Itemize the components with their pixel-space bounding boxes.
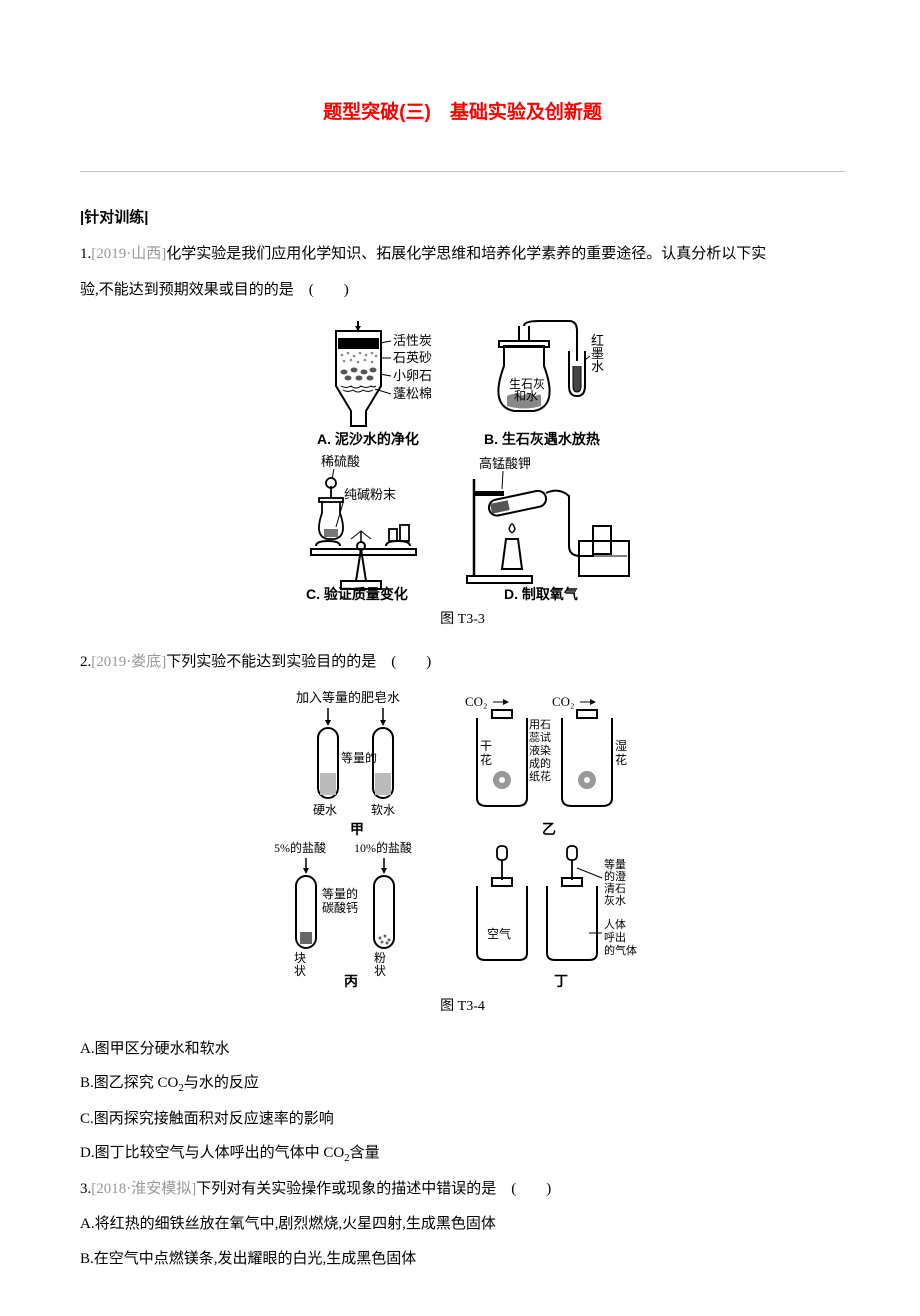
q2-year: [2019·娄底] (91, 654, 166, 670)
section-label: |针对训练| (80, 200, 845, 236)
q2-prefix: 2. (80, 654, 91, 670)
svg-text:丙: 丙 (344, 973, 358, 988)
svg-text:粉: 粉 (374, 951, 386, 965)
svg-text:蕊试: 蕊试 (529, 731, 551, 744)
svg-text:的澄: 的澄 (604, 869, 626, 883)
question-3: 3.[2018·淮安模拟]下列对有关实验操作或现象的描述中错误的是 ( ) (80, 1171, 845, 1207)
svg-text:稀硫酸: 稀硫酸 (321, 454, 360, 469)
svg-text:花: 花 (615, 752, 627, 767)
fig-d-svg: 高锰酸钾 D. 制取氧气 (459, 451, 639, 601)
svg-text:乙: 乙 (542, 821, 556, 837)
fig-ding-svg: 等量 的澄 清石 灰水 空气 人体 呼出 的气体 丁 (459, 838, 659, 988)
svg-text:用石: 用石 (529, 719, 551, 731)
fig-c-svg: 稀硫酸 纯碱粉末 C. 验证质量变化 (286, 451, 436, 601)
figure-t3-4: 加入等量的肥皂水 等量的 硬水 软水 甲 CO₂ CO₂ (80, 688, 845, 1024)
q3-prefix: 3. (80, 1181, 91, 1197)
q2-option-b: B.图乙探究 CO2与水的反应 (80, 1066, 845, 1101)
page-title: 题型突破(三) 基础实验及创新题 (80, 90, 845, 136)
svg-text:和水: 和水 (514, 389, 538, 403)
svg-text:硬水: 硬水 (313, 803, 337, 817)
question-1: 1.[2019·山西]化学实验是我们应用化学知识、拓展化学思维和培养化学素养的重… (80, 236, 845, 272)
svg-text:状: 状 (294, 964, 306, 978)
svg-text:A. 泥沙水的净化: A. 泥沙水的净化 (317, 431, 419, 447)
fig-t3-4-caption: 图 T3-4 (80, 990, 845, 1024)
svg-text:C. 验证质量变化: C. 验证质量变化 (306, 586, 408, 601)
svg-text:软水: 软水 (371, 803, 395, 817)
svg-text:活性炭: 活性炭 (393, 333, 432, 348)
svg-text:纸花: 纸花 (529, 770, 551, 783)
svg-text:甲: 甲 (350, 821, 364, 837)
svg-text:丁: 丁 (554, 973, 568, 988)
svg-text:干: 干 (480, 739, 492, 753)
q1-text-a: 化学实验是我们应用化学知识、拓展化学思维和培养化学素养的重要途径。认真分析以下实 (166, 246, 766, 262)
svg-text:蓬松棉: 蓬松棉 (393, 386, 432, 401)
svg-text:清石: 清石 (604, 882, 626, 895)
svg-text:10%的盐酸: 10%的盐酸 (354, 840, 412, 855)
svg-text:湿: 湿 (615, 738, 627, 753)
fig-b-svg: 红 墨 水 生石灰 和水 B. 生石灰遇水放热 (469, 316, 629, 451)
q1-text-b: 验,不能达到预期效果或目的的是 ( ) (80, 272, 845, 308)
q1-prefix: 1. (80, 246, 91, 262)
svg-text:等量的: 等量的 (341, 750, 377, 765)
fig-a-svg: 活性炭 石英砂 小卵石 蓬松棉 A. 泥沙水的净化 (296, 316, 446, 451)
svg-text:纯碱粉末: 纯碱粉末 (344, 487, 396, 502)
q2-text: 下列实验不能达到实验目的的是 ( ) (166, 654, 431, 670)
q2-option-d: D.图丁比较空气与人体呼出的气体中 CO2含量 (80, 1136, 845, 1171)
q3-text: 下列对有关实验操作或现象的描述中错误的是 ( ) (196, 1181, 551, 1197)
svg-text:水: 水 (591, 359, 604, 374)
svg-text:成的: 成的 (529, 756, 551, 770)
svg-text:人体: 人体 (604, 917, 626, 931)
svg-text:CO₂: CO₂ (552, 694, 575, 709)
svg-text:空气: 空气 (487, 926, 511, 941)
svg-text:等量的: 等量的 (322, 886, 358, 901)
figure-t3-3: 活性炭 石英砂 小卵石 蓬松棉 A. 泥沙水的净化 红 墨 (80, 316, 845, 637)
svg-text:高锰酸钾: 高锰酸钾 (479, 456, 531, 471)
svg-text:花: 花 (480, 752, 492, 767)
svg-text:石英砂: 石英砂 (393, 350, 432, 365)
svg-text:加入等量的肥皂水: 加入等量的肥皂水 (296, 690, 400, 705)
question-2: 2.[2019·娄底]下列实验不能达到实验目的的是 ( ) (80, 644, 845, 680)
svg-text:D. 制取氧气: D. 制取氧气 (504, 586, 578, 601)
fig-yi-svg: CO₂ CO₂ 干 花 湿 花 用石 蕊试 液染 成的 纸花 (457, 688, 647, 838)
svg-text:碳酸钙: 碳酸钙 (322, 900, 358, 915)
svg-text:等量: 等量 (604, 857, 626, 871)
svg-text:呼出: 呼出 (604, 930, 626, 944)
svg-text:5%的盐酸: 5%的盐酸 (274, 840, 326, 855)
title-text: 题型突破(三) 基础实验及创新题 (323, 102, 602, 123)
svg-text:小卵石: 小卵石 (393, 368, 432, 383)
q1-year: [2019·山西] (91, 246, 166, 262)
svg-text:CO₂: CO₂ (465, 694, 488, 709)
q2-option-a: A.图甲区分硬水和软水 (80, 1032, 845, 1067)
q3-year: [2018·淮安模拟] (91, 1181, 196, 1197)
fig-t3-3-caption: 图 T3-3 (80, 603, 845, 637)
svg-text:B. 生石灰遇水放热: B. 生石灰遇水放热 (484, 431, 600, 447)
q3-option-b: B.在空气中点燃镁条,发出耀眼的白光,生成黑色固体 (80, 1242, 845, 1277)
svg-text:块: 块 (294, 951, 306, 965)
svg-text:的气体: 的气体 (604, 943, 637, 957)
fig-bing-svg: 5%的盐酸 10%的盐酸 等量的 碳酸钙 块 状 粉 状 丙 (266, 838, 436, 988)
divider (80, 171, 845, 172)
svg-text:灰水: 灰水 (604, 893, 626, 907)
svg-text:状: 状 (374, 964, 386, 978)
svg-text:液染: 液染 (529, 743, 551, 757)
q2-option-c: C.图丙探究接触面积对反应速率的影响 (80, 1102, 845, 1137)
q3-option-a: A.将红热的细铁丝放在氧气中,剧烈燃烧,火星四射,生成黑色固体 (80, 1207, 845, 1242)
fig-jia-svg: 加入等量的肥皂水 等量的 硬水 软水 甲 (278, 688, 433, 838)
